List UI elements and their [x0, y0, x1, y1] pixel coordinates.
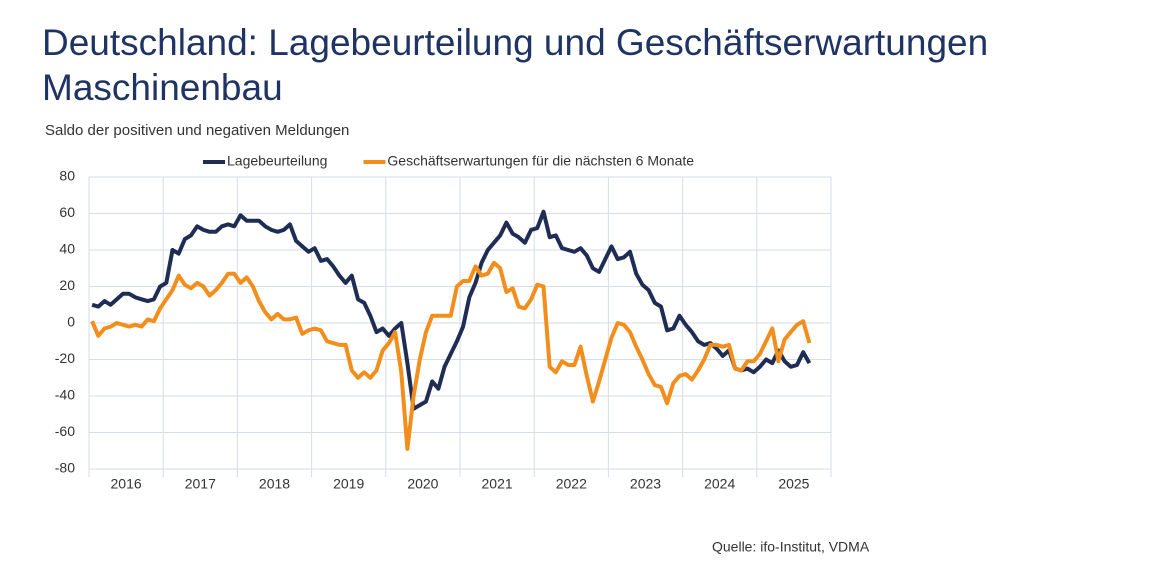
y-tick-label: 60: [59, 204, 75, 220]
y-tick-label: -20: [55, 350, 75, 366]
y-tick-label: -40: [55, 387, 75, 403]
x-tick-label: 2020: [407, 476, 438, 492]
plot-border: [88, 176, 832, 470]
series-line: [91, 209, 812, 411]
source: Quelle: ifo-Institut, VDMA: [712, 539, 870, 555]
x-tick-label: 2025: [778, 476, 809, 492]
legend-label: Geschäftserwartungen für die nächsten 6 …: [387, 153, 694, 169]
subtitle: Saldo der positiven und negativen Meldun…: [45, 122, 349, 139]
y-tick-label: 20: [59, 277, 75, 293]
y-tick-label: 0: [67, 314, 75, 330]
x-tick-label: 2023: [630, 476, 661, 492]
x-tick-label: 2022: [556, 476, 587, 492]
chart-title: Deutschland: Lagebeurteilung und Geschäf…: [42, 22, 988, 63]
x-tick-label: 2024: [704, 476, 735, 492]
x-tick-label: 2019: [333, 476, 364, 492]
y-tick-label: 80: [59, 168, 75, 184]
series-line: [90, 260, 812, 451]
y-tick-label: -80: [55, 460, 75, 476]
y-tick-label: -60: [55, 423, 75, 439]
y-tick-label: 40: [59, 241, 75, 257]
legend-label: Lagebeurteilung: [227, 153, 327, 169]
x-tick-label: 2017: [185, 476, 216, 492]
x-tick-label: 2016: [111, 476, 142, 492]
x-tick-label: 2021: [482, 476, 513, 492]
x-tick-label: 2018: [259, 476, 290, 492]
chart-title: Maschinenbau: [42, 67, 283, 108]
